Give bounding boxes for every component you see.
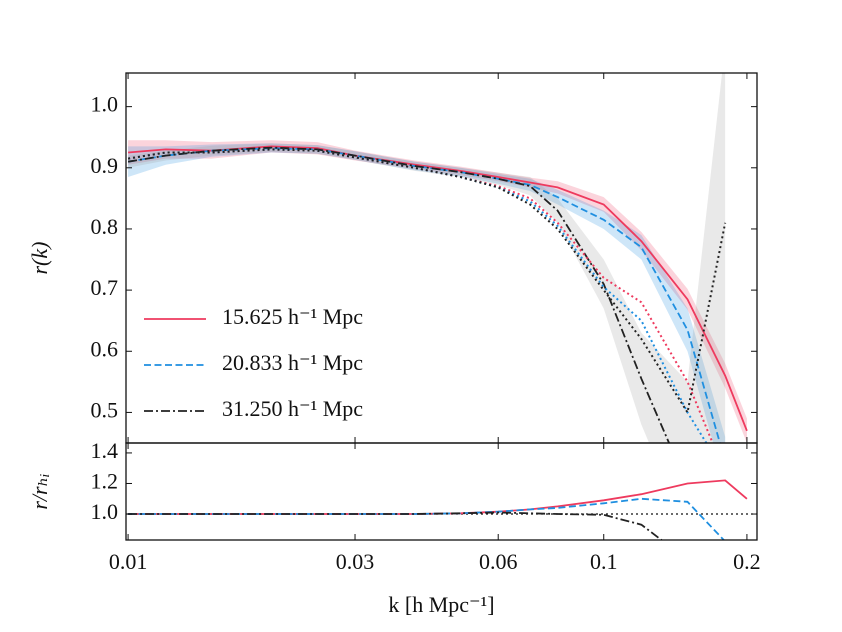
x-tick-label: 0.2 <box>733 549 761 574</box>
x-axis-label: k [h Mpc⁻¹] <box>388 592 494 617</box>
legend-label: 15.625 h⁻¹ Mpc <box>222 304 363 329</box>
y-tick-label: 1.4 <box>91 438 119 463</box>
y-tick-label: 1.0 <box>91 92 119 117</box>
series-line <box>127 148 727 416</box>
y-tick-label: 0.7 <box>91 275 119 300</box>
legend-label: 31.250 h⁻¹ Mpc <box>222 396 363 421</box>
y-axis-label: r(k) <box>27 242 52 275</box>
y-axis-label: r/rₕᵢ <box>27 473 52 509</box>
series-line <box>127 148 708 443</box>
y-tick-label: 1.2 <box>91 469 119 494</box>
series-line <box>127 147 721 443</box>
x-tick-label: 0.03 <box>336 549 375 574</box>
y-tick-label: 0.5 <box>91 397 119 422</box>
legend-label: 20.833 h⁻¹ Mpc <box>222 350 363 375</box>
error-band <box>128 143 726 443</box>
axes-frame <box>125 442 758 541</box>
series-line <box>127 148 714 443</box>
x-tick-label: 0.01 <box>109 549 148 574</box>
series-line <box>128 479 748 515</box>
y-tick-label: 0.9 <box>91 153 119 178</box>
x-tick-label: 0.06 <box>479 549 518 574</box>
y-tick-label: 0.6 <box>91 336 119 361</box>
series-line <box>127 146 671 443</box>
y-tick-label: 0.8 <box>91 214 119 239</box>
y-tick-label: 1.0 <box>91 499 119 524</box>
error-band <box>128 73 726 443</box>
series-line <box>128 497 726 540</box>
plot-area <box>126 479 757 540</box>
plot-area <box>127 73 748 443</box>
series-line <box>128 511 663 540</box>
x-tick-label: 0.1 <box>590 549 618 574</box>
